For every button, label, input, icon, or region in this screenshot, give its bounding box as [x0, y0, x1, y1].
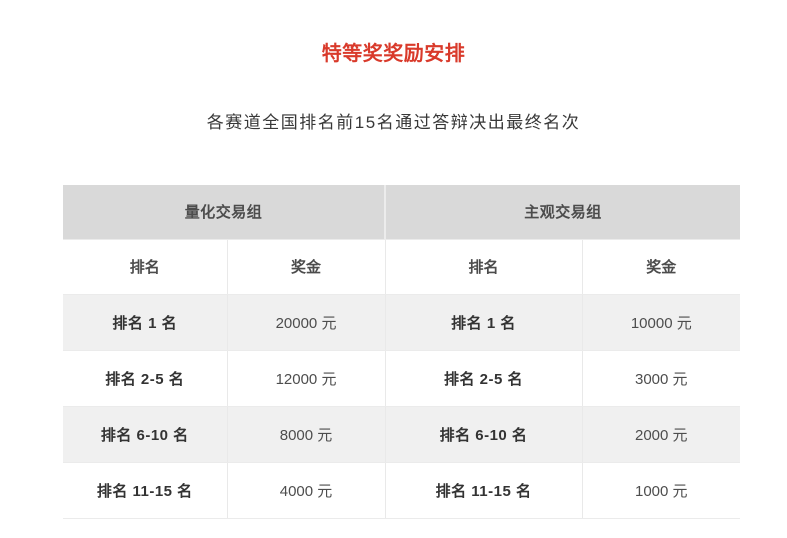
column-header-rank: 排名	[63, 239, 227, 295]
table-row: 排名 11-15 名 4000 元 排名 11-15 名 1000 元	[63, 462, 741, 519]
prize-cell: 4000 元	[226, 462, 386, 519]
group-header-quant-trading: 量化交易组	[63, 185, 386, 240]
prize-cell: 20000 元	[226, 294, 386, 351]
prize-cell: 8000 元	[226, 406, 386, 463]
group-header-subjective-trading: 主观交易组	[384, 185, 741, 240]
column-header-rank: 排名	[384, 239, 583, 295]
table-row: 排名 2-5 名 12000 元 排名 2-5 名 3000 元	[63, 350, 741, 407]
column-header-prize: 奖金	[226, 239, 386, 295]
rank-cell: 排名 2-5 名	[63, 350, 227, 407]
rank-cell: 排名 11-15 名	[63, 462, 227, 519]
column-header-prize: 奖金	[581, 239, 741, 295]
rank-cell: 排名 11-15 名	[384, 462, 583, 519]
prize-table: 量化交易组 主观交易组 排名 奖金 排名 奖金 排名 1 名 20000 元 排…	[63, 185, 741, 519]
prize-cell: 2000 元	[581, 406, 741, 463]
prize-cell: 10000 元	[581, 294, 741, 351]
column-header-row: 排名 奖金 排名 奖金	[63, 239, 741, 295]
prize-announcement-page: 特等奖奖励安排 各赛道全国排名前15名通过答辩决出最终名次 量化交易组 主观交易…	[0, 42, 787, 538]
rank-cell: 排名 1 名	[63, 294, 227, 351]
rank-cell: 排名 1 名	[384, 294, 583, 351]
prize-cell: 3000 元	[581, 350, 741, 407]
table-row: 排名 1 名 20000 元 排名 1 名 10000 元	[63, 294, 741, 351]
prize-cell: 1000 元	[581, 462, 741, 519]
rank-cell: 排名 2-5 名	[384, 350, 583, 407]
prize-cell: 12000 元	[226, 350, 386, 407]
group-header-row: 量化交易组 主观交易组	[63, 185, 741, 240]
table-row: 排名 6-10 名 8000 元 排名 6-10 名 2000 元	[63, 406, 741, 463]
page-title: 特等奖奖励安排	[321, 43, 466, 65]
rank-cell: 排名 6-10 名	[384, 406, 583, 463]
page-subtitle: 各赛道全国排名前15名通过答辩决出最终名次	[206, 113, 581, 132]
rank-cell: 排名 6-10 名	[63, 406, 227, 463]
